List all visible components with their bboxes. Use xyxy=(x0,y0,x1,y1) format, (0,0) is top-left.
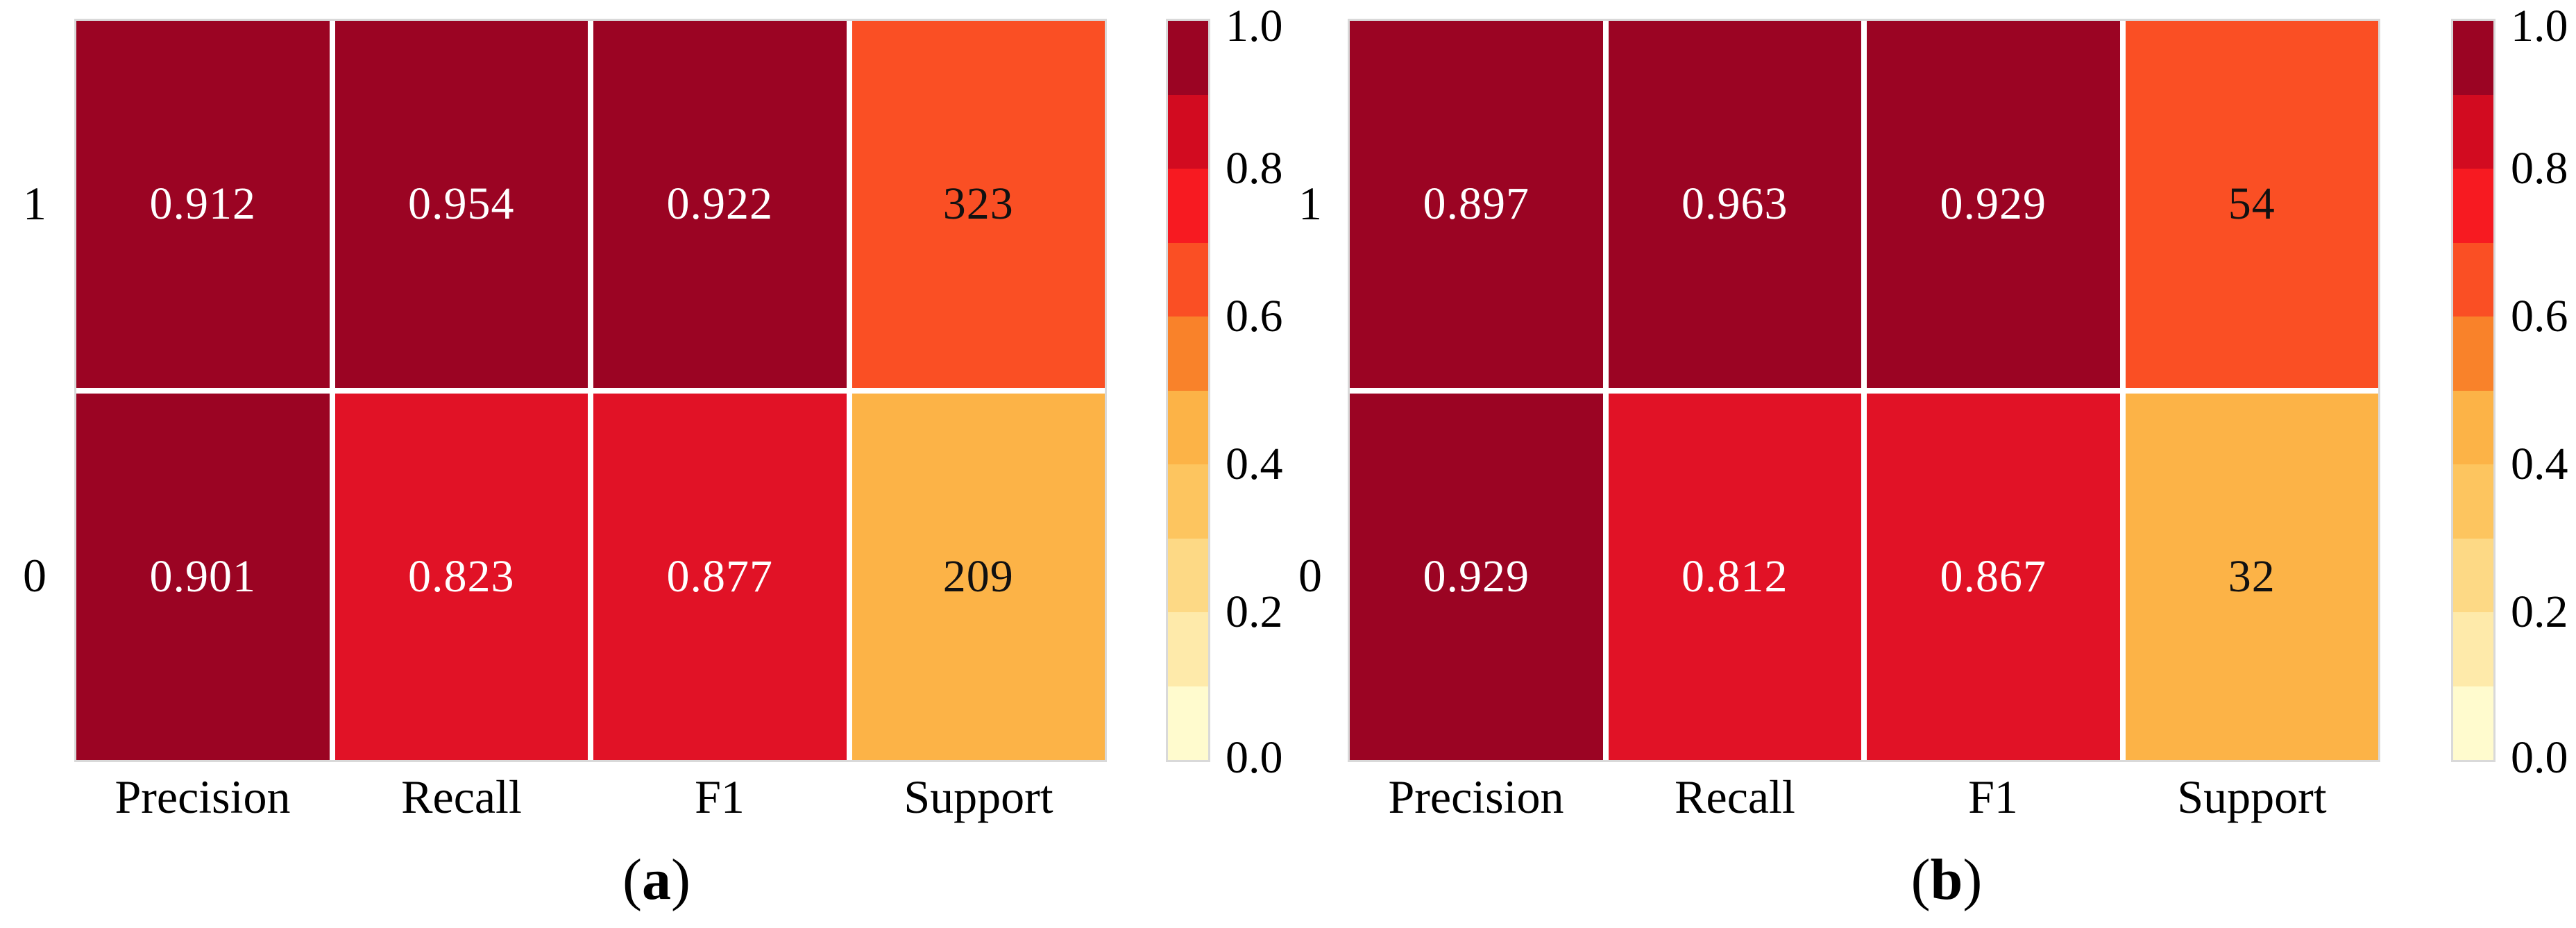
column-label-precision: Precision xyxy=(1388,770,1564,823)
colorbar-tick-label: 1.0 xyxy=(2511,1,2568,51)
colorbar-tick-label: 0.6 xyxy=(1226,291,1283,341)
colorbar-band xyxy=(1168,169,1208,243)
heatmap-cell: 0.912 xyxy=(76,21,330,388)
column-label-recall: Recall xyxy=(401,770,522,823)
panel-caption-a: (a) xyxy=(622,847,690,912)
column-label-f1: F1 xyxy=(695,770,745,823)
heatmap-cell: 209 xyxy=(851,393,1105,760)
row-label-1: 1 xyxy=(23,177,46,230)
heatmap-b: 0.897 0.963 0.929 54 0.929 0.812 0.867 3… xyxy=(1348,19,2380,762)
colorbar-band xyxy=(2453,612,2493,686)
colorbar-band xyxy=(1168,390,1208,464)
heatmap-cell: 0.922 xyxy=(593,21,847,388)
colorbar-tick-label: 0.2 xyxy=(2511,587,2568,637)
colorbar-band xyxy=(2453,464,2493,539)
row-label-1: 1 xyxy=(1298,177,1322,230)
colorbar-band xyxy=(2453,390,2493,464)
heatmap-cell: 0.877 xyxy=(593,393,847,760)
colorbar-tick-label: 0.0 xyxy=(2511,732,2568,783)
heatmap-cell: 0.901 xyxy=(76,393,330,760)
row-label-0: 0 xyxy=(1298,549,1322,602)
panel-caption-b: (b) xyxy=(1910,847,1983,912)
heatmap-cell: 32 xyxy=(2125,393,2378,760)
heatmap-a: 0.912 0.954 0.922 323 0.901 0.823 0.877 … xyxy=(74,19,1107,762)
heatmap-cell: 323 xyxy=(851,21,1105,388)
column-label-precision: Precision xyxy=(115,770,291,823)
colorbar-tick-label: 1.0 xyxy=(1226,1,1283,51)
heatmap-cell: 0.929 xyxy=(1867,21,2120,388)
column-label-support: Support xyxy=(2177,770,2327,823)
colorbar-band xyxy=(1168,686,1208,760)
colorbar-band xyxy=(2453,21,2493,95)
heatmap-cell: 54 xyxy=(2125,21,2378,388)
colorbar-band xyxy=(1168,94,1208,169)
colorbar-tick-label: 0.8 xyxy=(1226,143,1283,194)
heatmap-cell: 0.897 xyxy=(1350,21,1603,388)
column-label-recall: Recall xyxy=(1675,770,1795,823)
colorbar-band xyxy=(1168,538,1208,612)
heatmap-cell: 0.867 xyxy=(1867,393,2120,760)
colorbar-tick-label: 0.4 xyxy=(1226,439,1283,489)
colorbar-band xyxy=(2453,686,2493,760)
heatmap-cell: 0.954 xyxy=(334,21,588,388)
colorbar-tick-label: 0.4 xyxy=(2511,439,2568,489)
row-label-0: 0 xyxy=(23,549,46,602)
colorbar-band xyxy=(2453,538,2493,612)
colorbar-tick-label: 0.8 xyxy=(2511,143,2568,194)
colorbar-band xyxy=(2453,94,2493,169)
column-label-f1: F1 xyxy=(1968,770,2018,823)
colorbar xyxy=(2451,19,2496,762)
colorbar-band xyxy=(2453,169,2493,243)
heatmap-cell: 0.929 xyxy=(1350,393,1603,760)
heatmap-cell: 0.812 xyxy=(1608,393,1861,760)
colorbar xyxy=(1166,19,1210,762)
heatmap-cell: 0.963 xyxy=(1608,21,1861,388)
colorbar-band xyxy=(1168,21,1208,95)
colorbar-band xyxy=(2453,242,2493,317)
heatmap-cell: 0.823 xyxy=(334,393,588,760)
colorbar-tick-label: 0.0 xyxy=(1226,732,1283,783)
colorbar-band xyxy=(1168,612,1208,686)
colorbar-tick-label: 0.2 xyxy=(1226,587,1283,637)
colorbar-tick-label: 0.6 xyxy=(2511,291,2568,341)
colorbar-band xyxy=(1168,317,1208,391)
column-label-support: Support xyxy=(904,770,1053,823)
colorbar-band xyxy=(2453,317,2493,391)
colorbar-band xyxy=(1168,464,1208,539)
colorbar-band xyxy=(1168,242,1208,317)
